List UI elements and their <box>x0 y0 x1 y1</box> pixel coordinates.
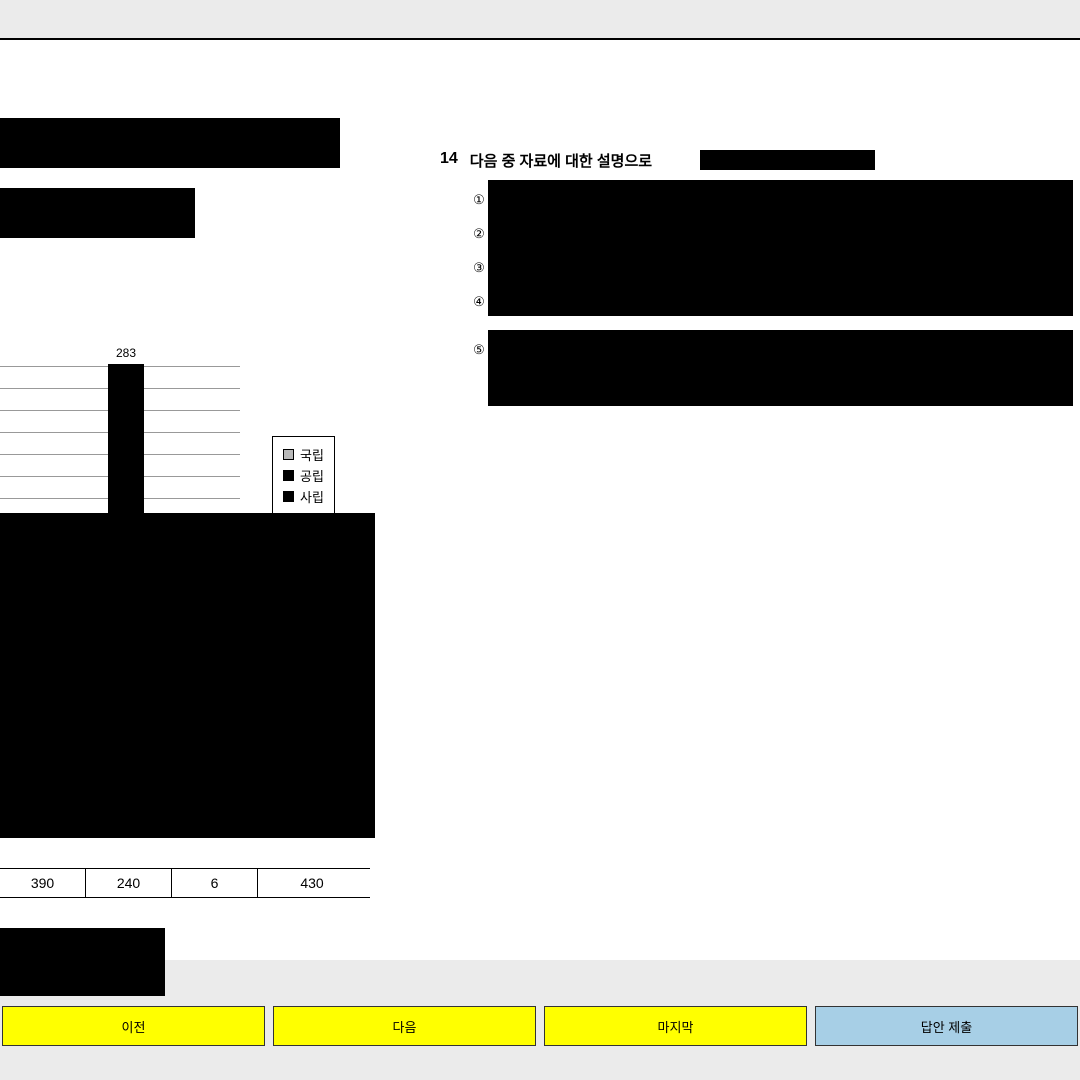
table-cell: 240 <box>86 869 172 897</box>
choice-marker-icon: ② <box>470 225 488 243</box>
data-table-row: 390 240 6 430 <box>0 868 370 898</box>
table-cell: 430 <box>258 869 366 897</box>
choice-marker-icon: ① <box>470 191 488 209</box>
button-label: 답안 제출 <box>921 1017 972 1036</box>
chart-legend: 국립 공립 사립 <box>272 436 335 515</box>
content-area: 45 283 국립 공립 사립 <box>0 40 1080 960</box>
legend-swatch-icon <box>283 449 294 460</box>
table-cell: 390 <box>0 869 86 897</box>
button-label: 이전 <box>122 1017 146 1036</box>
button-label: 마지막 <box>658 1017 694 1036</box>
top-bar <box>0 0 1080 40</box>
redaction-block <box>0 928 165 996</box>
choice-marker-icon: ④ <box>470 293 488 311</box>
question-number: 14 <box>440 150 458 168</box>
legend-label: 국립 <box>300 445 324 464</box>
left-panel: 45 283 국립 공립 사립 <box>0 118 410 908</box>
button-label: 다음 <box>393 1017 417 1036</box>
redaction-block <box>0 118 340 168</box>
prev-button[interactable]: 이전 <box>2 1006 265 1046</box>
redaction-block <box>488 330 1073 406</box>
table-cell: 6 <box>172 869 258 897</box>
redaction-block <box>0 513 375 838</box>
legend-swatch-icon <box>283 470 294 481</box>
legend-item: 사립 <box>283 487 324 506</box>
redaction-block <box>700 150 875 170</box>
redaction-block <box>488 180 1073 316</box>
last-button[interactable]: 마지막 <box>544 1006 807 1046</box>
legend-item: 공립 <box>283 466 324 485</box>
redaction-block <box>0 188 195 238</box>
navigation-bar: 이전 다음 마지막 답안 제출 <box>0 1006 1080 1046</box>
choice-marker-icon: ③ <box>470 259 488 277</box>
legend-label: 사립 <box>300 487 324 506</box>
question-stem: 다음 중 자료에 대한 설명으로 <box>470 150 652 171</box>
legend-swatch-icon <box>283 491 294 502</box>
next-button[interactable]: 다음 <box>273 1006 536 1046</box>
question-panel: 14 다음 중 자료에 대한 설명으로 ① ② ③ ④ ⑤ <box>440 150 1080 365</box>
chart-bar-label: 283 <box>116 346 136 360</box>
bottom-strip <box>0 1052 1080 1080</box>
legend-label: 공립 <box>300 466 324 485</box>
submit-button[interactable]: 답안 제출 <box>815 1006 1078 1046</box>
legend-item: 국립 <box>283 445 324 464</box>
choice-marker-icon: ⑤ <box>470 341 488 359</box>
